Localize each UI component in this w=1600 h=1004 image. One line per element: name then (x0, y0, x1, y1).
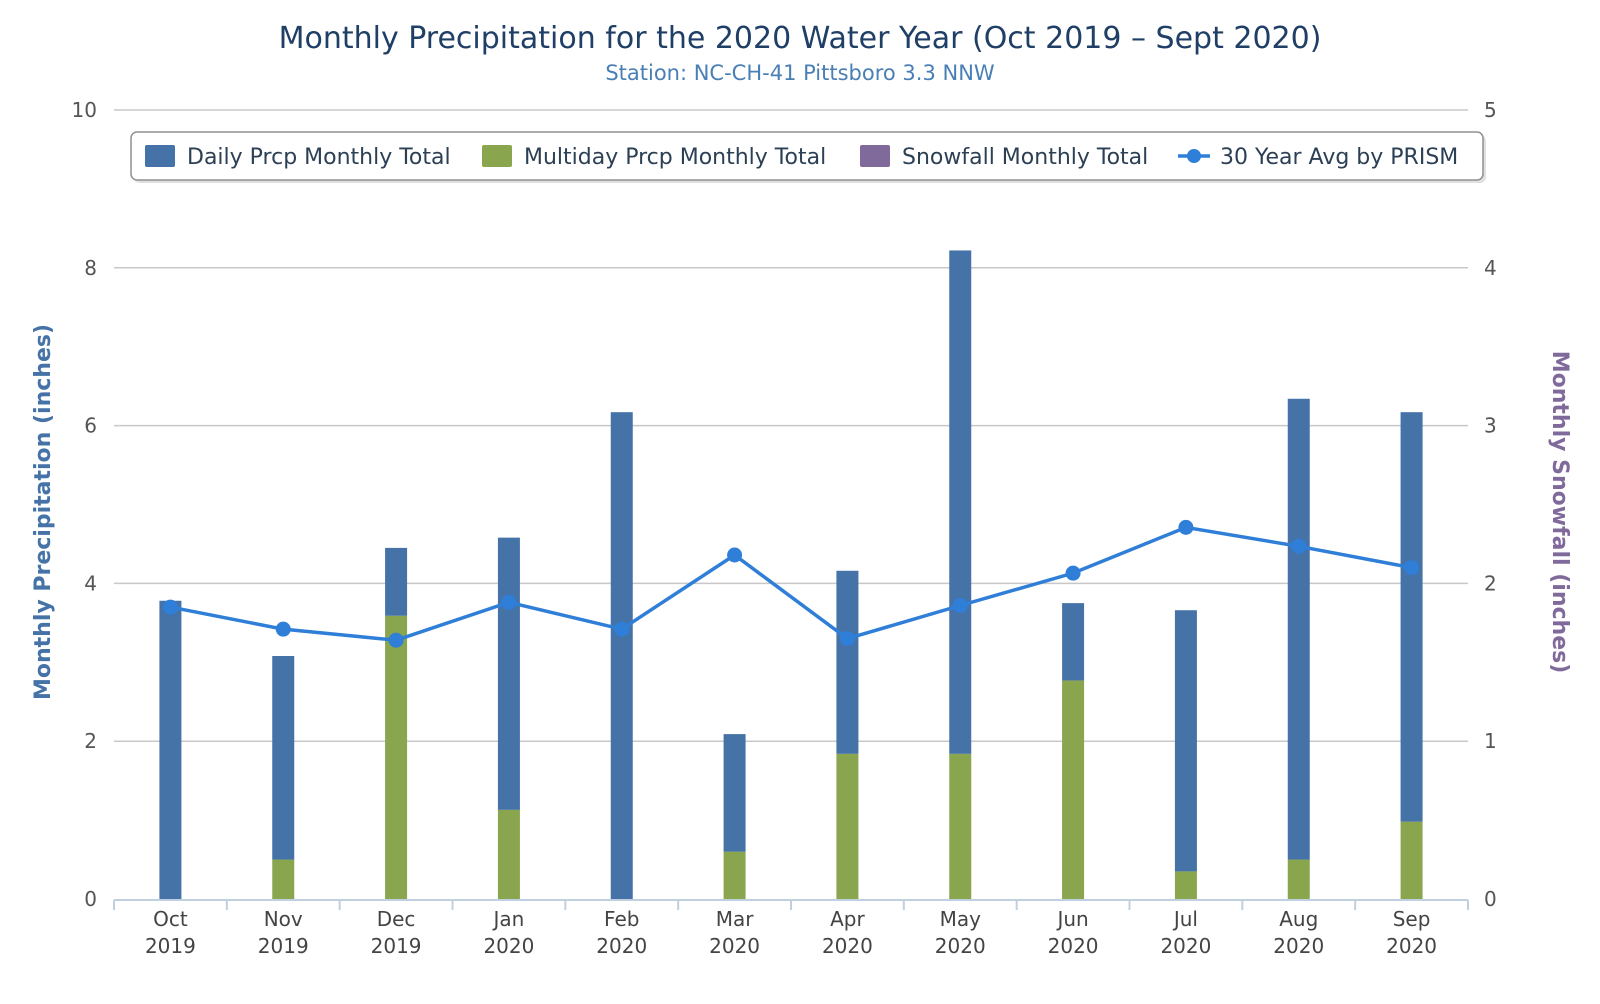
y-right-tick-label: 5 (1484, 98, 1497, 122)
x-tick-month: Sep (1393, 907, 1431, 931)
bar-daily-may[interactable] (949, 250, 972, 754)
bar-multiday-jun[interactable] (1062, 680, 1085, 899)
legend[interactable]: Daily Prcp Monthly Total Multiday Prcp Mo… (130, 131, 1486, 183)
bar-daily-nov[interactable] (272, 655, 295, 860)
legend-swatch (482, 145, 512, 167)
y-axis-left-ticks: 0 2 4 6 8 10 (72, 98, 97, 911)
legend-marker (1187, 149, 1201, 163)
bar-multiday-aug[interactable] (1287, 859, 1310, 899)
y-left-tick-label: 0 (84, 887, 97, 911)
x-tick-month: Jul (1172, 907, 1198, 931)
bar-daily-oct[interactable] (159, 600, 182, 899)
chart-subtitle: Station: NC-CH-41 Pittsboro 3.3 NNW (605, 61, 995, 85)
x-tick-year: 2020 (1048, 934, 1099, 958)
gridlines (114, 109, 1468, 742)
x-tick-year: 2020 (935, 934, 986, 958)
legend-swatch (860, 145, 890, 167)
bar-daily-dec[interactable] (385, 547, 408, 616)
x-tick-year: 2020 (822, 934, 873, 958)
avg-point-jan[interactable] (501, 594, 517, 610)
y-left-tick-label: 4 (84, 571, 97, 595)
x-tick-month: Jan (491, 907, 524, 931)
x-tick-month: Mar (716, 907, 755, 931)
x-tick-month: May (940, 907, 982, 931)
x-tick-year: 2020 (1273, 934, 1324, 958)
avg-point-nov[interactable] (275, 621, 291, 637)
bar-daily-jan[interactable] (497, 537, 520, 810)
legend-item-3[interactable]: Snowfall Monthly Total (860, 145, 1148, 170)
bar-multiday-may[interactable] (949, 753, 972, 899)
y-right-tick-label: 2 (1484, 571, 1497, 595)
x-tick-month: Apr (830, 907, 865, 931)
avg-point-mar[interactable] (727, 547, 743, 563)
y-axis-right-title: Monthly Snowfall (inches) (1547, 351, 1572, 674)
bar-multiday-dec[interactable] (385, 615, 408, 899)
x-tick-month: Jun (1055, 907, 1088, 931)
legend-label: Snowfall Monthly Total (902, 145, 1148, 170)
x-tick-year: 2020 (483, 934, 534, 958)
x-tick-year: 2020 (709, 934, 760, 958)
avg-point-jun[interactable] (1065, 565, 1081, 581)
x-tick-month: Feb (604, 907, 639, 931)
legend-item-1[interactable]: Daily Prcp Monthly Total (145, 145, 451, 170)
bar-multiday-sep[interactable] (1400, 821, 1423, 899)
avg-point-feb[interactable] (614, 621, 630, 637)
x-tick-month: Nov (264, 907, 303, 931)
legend-label: Multiday Prcp Monthly Total (524, 145, 826, 170)
avg-point-sep[interactable] (1404, 560, 1420, 576)
legend-box (130, 131, 1484, 181)
chart-title: Monthly Precipitation for the 2020 Water… (279, 21, 1322, 56)
bar-daily-apr[interactable] (836, 570, 859, 754)
bar-multiday-mar[interactable] (723, 851, 746, 899)
y-right-tick-label: 4 (1484, 256, 1497, 280)
bar-multiday-apr[interactable] (836, 753, 859, 899)
legend-item-4[interactable]: 30 Year Avg by PRISM (1178, 145, 1458, 170)
y-right-tick-label: 0 (1484, 887, 1497, 911)
legend-swatch (145, 145, 175, 167)
bar-multiday-jan[interactable] (497, 809, 520, 899)
x-tick-month: Aug (1279, 907, 1318, 931)
x-tick-year: 2019 (258, 934, 309, 958)
bars-group (159, 250, 1423, 899)
bar-multiday-nov[interactable] (272, 859, 295, 899)
avg-point-aug[interactable] (1291, 538, 1307, 554)
bar-daily-jun[interactable] (1062, 603, 1085, 681)
x-tick-year: 2019 (371, 934, 422, 958)
bar-daily-sep[interactable] (1400, 412, 1423, 822)
x-axis: Oct 2019 Nov 2019 Dec 2019 Jan 2020 Feb 2020 Mar 20… (113, 899, 1469, 958)
bar-daily-mar[interactable] (723, 734, 746, 852)
avg-line (170, 525, 1412, 642)
avg-point-oct[interactable] (162, 599, 178, 615)
legend-label: 30 Year Avg by PRISM (1220, 145, 1458, 170)
legend-label: Daily Prcp Monthly Total (187, 145, 451, 170)
y-axis-right-ticks: 0 1 2 3 4 5 (1484, 98, 1497, 911)
avg-point-apr[interactable] (839, 631, 855, 647)
y-left-tick-label: 10 (72, 98, 97, 122)
x-tick-year: 2020 (1160, 934, 1211, 958)
y-left-tick-label: 8 (84, 256, 97, 280)
bar-daily-feb[interactable] (610, 412, 633, 899)
avg-point-dec[interactable] (388, 632, 404, 648)
x-tick-month: Dec (377, 907, 416, 931)
y-axis-left-title: Monthly Precipitation (inches) (31, 324, 56, 700)
avg-point-may[interactable] (952, 597, 968, 613)
y-left-tick-label: 6 (84, 414, 97, 438)
x-tick-year: 2020 (596, 934, 647, 958)
y-right-tick-label: 3 (1484, 414, 1497, 438)
x-tick-year: 2020 (1386, 934, 1437, 958)
x-tick-month: Oct (153, 907, 188, 931)
y-left-tick-label: 2 (84, 729, 97, 753)
legend-item-2[interactable]: Multiday Prcp Monthly Total (482, 145, 826, 170)
y-right-tick-label: 1 (1484, 729, 1497, 753)
bar-multiday-jul[interactable] (1174, 871, 1197, 899)
avg-line-group (162, 519, 1420, 648)
x-tick-year: 2019 (145, 934, 196, 958)
bar-daily-jul[interactable] (1174, 610, 1197, 872)
avg-point-jul[interactable] (1178, 519, 1194, 535)
bar-daily-aug[interactable] (1287, 398, 1310, 860)
